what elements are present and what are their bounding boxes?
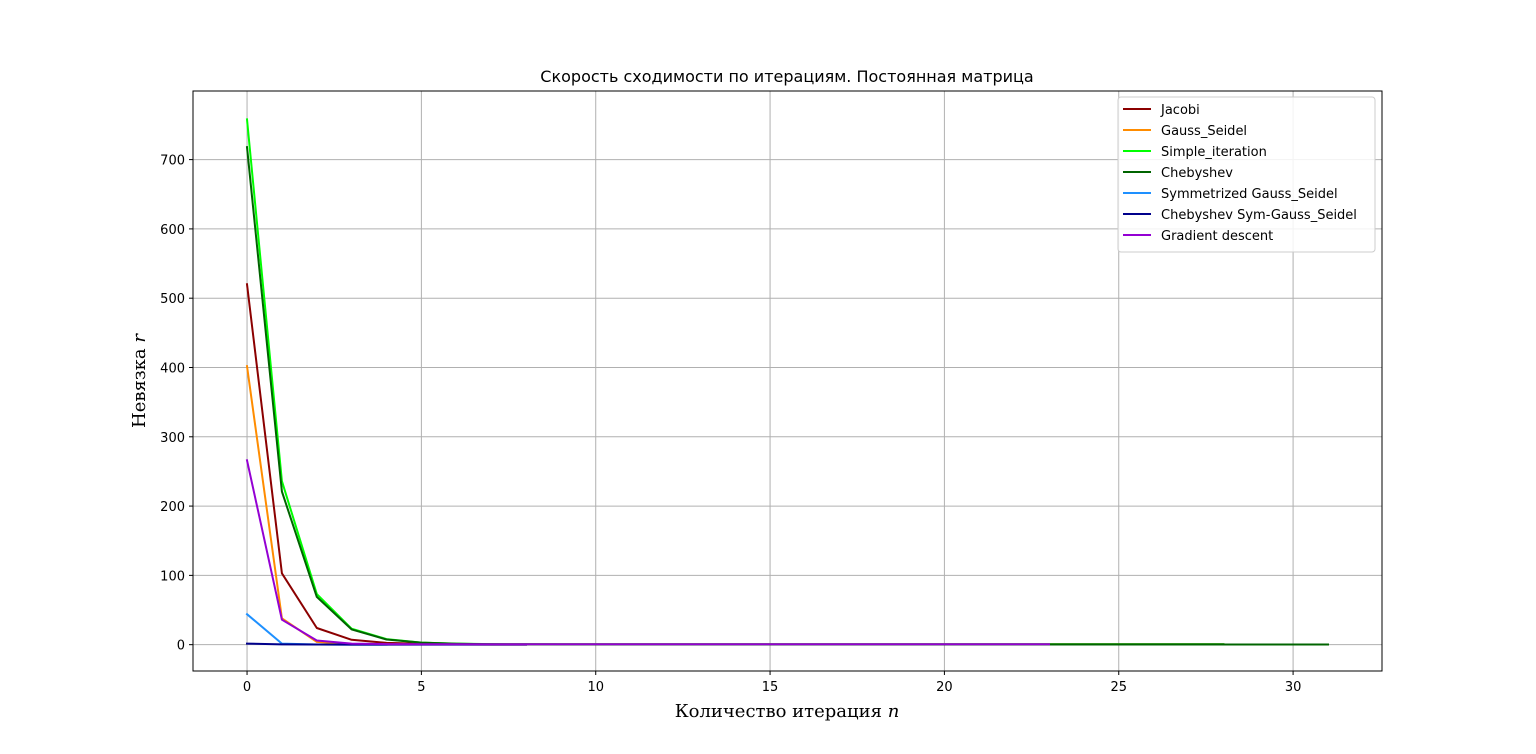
x-tick-label: 15 [762, 680, 779, 695]
x-tick-label: 30 [1285, 680, 1302, 695]
y-tick-label: 600 [160, 223, 185, 238]
legend: Jacobi Gauss_Seidel Simple_iteration Chebys… [1117, 96, 1376, 253]
y-axis-label: Невязка r [129, 333, 150, 428]
legend-label-gradient-descent: Gradient descent [1161, 229, 1273, 244]
legend-label-chebyshev-sym-gauss-seidel: Chebyshev Sym-Gauss_Seidel [1161, 208, 1357, 223]
legend-label-chebyshev: Chebyshev [1161, 166, 1233, 181]
x-tick-label: 5 [417, 680, 425, 695]
y-axis-ticks: 0 100 200 300 400 500 600 700 [160, 154, 193, 654]
legend-label-simple-iteration: Simple_iteration [1161, 145, 1267, 160]
x-tick-label: 20 [936, 680, 953, 695]
x-axis-ticks: 0 5 10 15 20 25 30 [243, 671, 1301, 695]
series-line-gradient-descent [245, 459, 1050, 646]
y-axis-variable: r [129, 333, 150, 343]
legend-label-jacobi: Jacobi [1160, 103, 1200, 118]
x-tick-label: 10 [587, 680, 604, 695]
y-tick-label: 400 [160, 361, 185, 376]
x-axis-variable: n [888, 701, 900, 722]
series-line-simple-iteration [245, 118, 1225, 646]
legend-label-symmetrized-gauss-seidel: Symmetrized Gauss_Seidel [1161, 187, 1338, 202]
plot-frame [192, 90, 1383, 672]
x-axis-label-text: Количество итерация [675, 701, 882, 722]
y-tick-label: 300 [160, 431, 185, 446]
series-layer [245, 118, 1329, 646]
x-tick-label: 0 [243, 680, 251, 695]
legend-label-gauss-seidel: Gauss_Seidel [1161, 124, 1247, 139]
legend-box [1117, 96, 1376, 253]
y-axis-label-text: Невязка [129, 348, 150, 428]
y-tick-label: 200 [160, 500, 185, 515]
y-tick-label: 700 [160, 154, 185, 169]
series-line-jacobi [245, 283, 1225, 646]
y-tick-label: 0 [177, 639, 185, 654]
y-tick-label: 100 [160, 569, 185, 584]
y-tick-label: 500 [160, 292, 185, 307]
x-axis-label: Количество итерация n [675, 701, 900, 722]
chart-title: Скорость сходимости по итерациям. Постоя… [540, 67, 1033, 86]
x-tick-label: 25 [1110, 680, 1127, 695]
